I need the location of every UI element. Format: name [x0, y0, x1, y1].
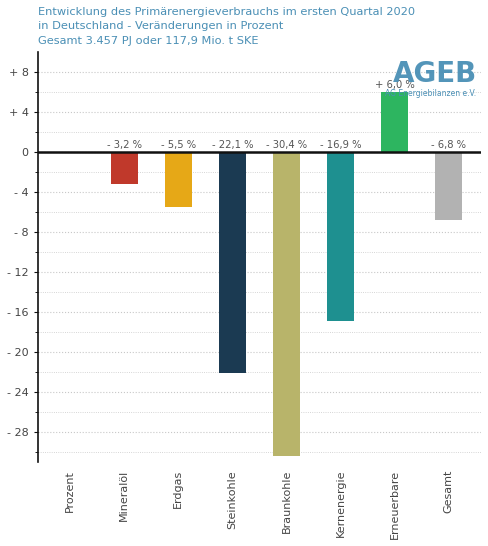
Text: - 6,8 %: - 6,8 %	[431, 140, 466, 150]
Bar	[381, 92, 408, 152]
Text: AGEB: AGEB	[392, 60, 477, 88]
Text: - 3,2 %: - 3,2 %	[107, 140, 142, 150]
Text: - 16,9 %: - 16,9 %	[320, 140, 361, 150]
Bar	[435, 152, 462, 220]
Bar	[327, 152, 354, 321]
Text: AG Energiebilanzen e.V.: AG Energiebilanzen e.V.	[386, 89, 477, 98]
Bar	[165, 152, 192, 207]
Text: - 22,1 %: - 22,1 %	[212, 140, 253, 150]
Text: + 6,0 %: + 6,0 %	[375, 80, 414, 90]
Bar	[111, 152, 138, 184]
Bar	[273, 152, 300, 456]
Text: - 30,4 %: - 30,4 %	[266, 140, 307, 150]
Bar	[219, 152, 246, 373]
Text: Entwicklung des Primärenergieverbrauchs im ersten Quartal 2020
in Deutschland - : Entwicklung des Primärenergieverbrauchs …	[38, 7, 415, 46]
Text: - 5,5 %: - 5,5 %	[161, 140, 196, 150]
